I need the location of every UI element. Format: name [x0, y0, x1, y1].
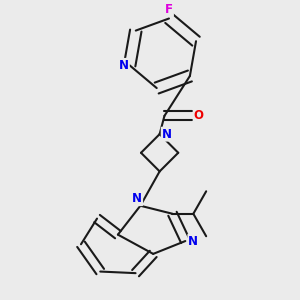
Text: N: N: [119, 59, 129, 72]
Text: N: N: [188, 235, 198, 248]
Text: N: N: [132, 192, 142, 205]
Text: F: F: [165, 3, 173, 16]
Text: N: N: [162, 128, 172, 141]
Text: O: O: [194, 110, 204, 122]
